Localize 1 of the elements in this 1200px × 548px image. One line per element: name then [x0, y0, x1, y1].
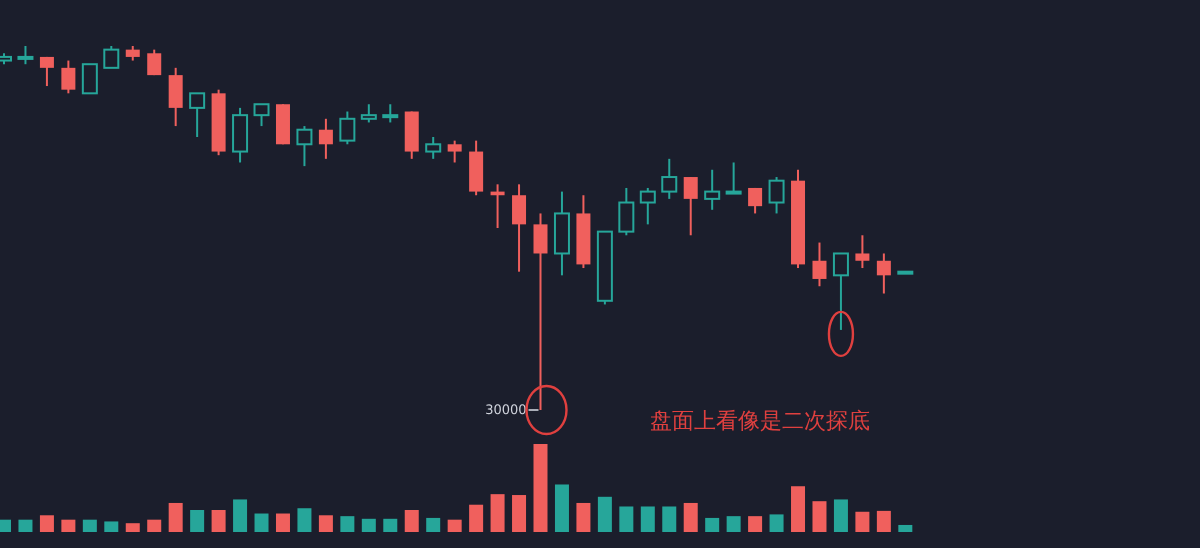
annotation: 盘面上看像是二次探底	[650, 408, 870, 434]
